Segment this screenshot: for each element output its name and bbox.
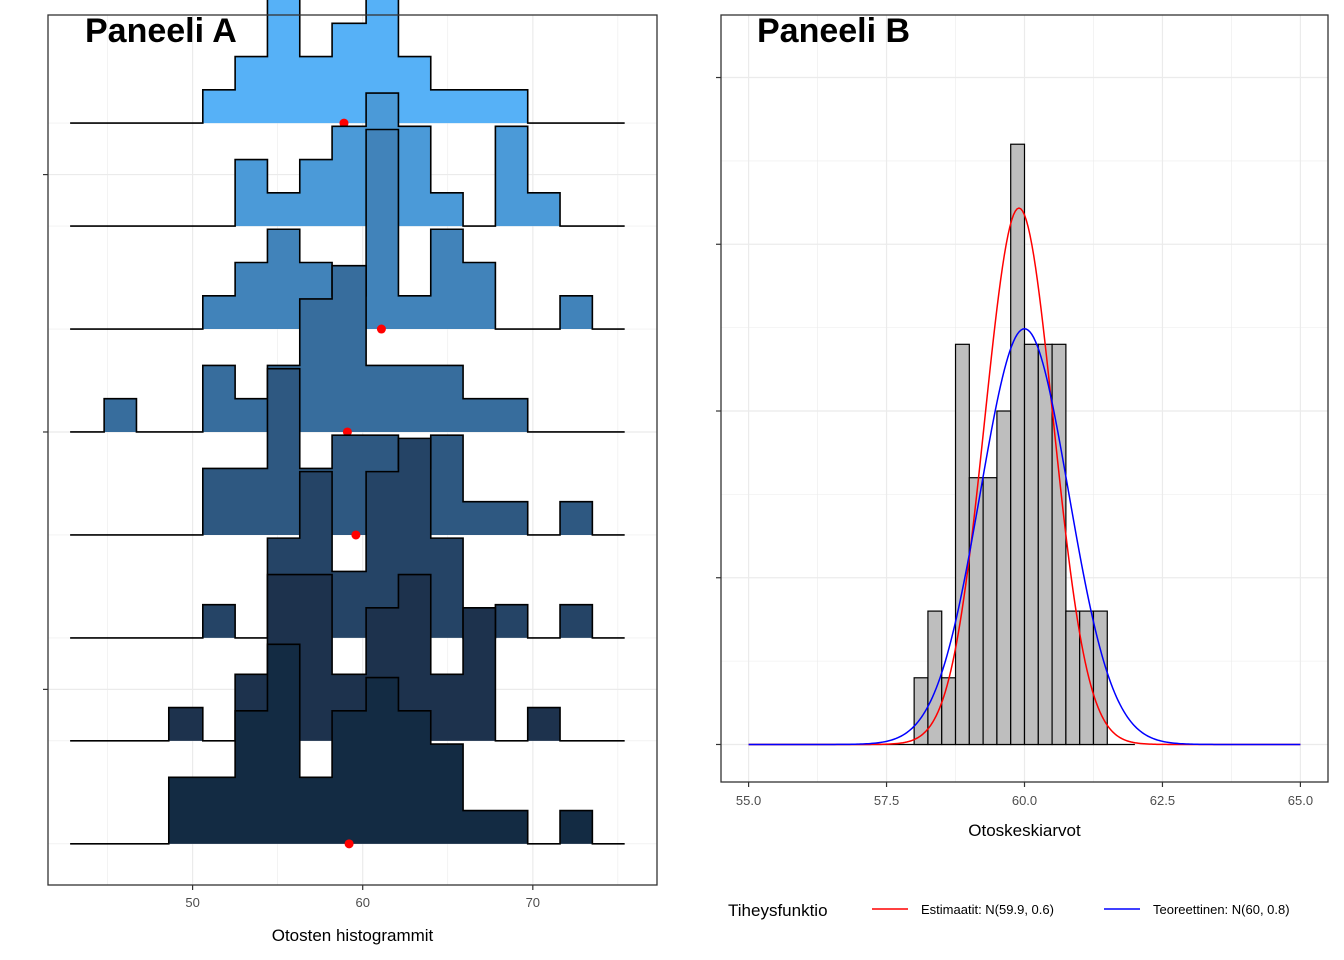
histogram-bar bbox=[996, 410, 1012, 746]
panel-b-x-tick-label: 65.0 bbox=[1288, 793, 1313, 808]
ridge-histogram-outline bbox=[70, 643, 625, 845]
panel-b-gridlines bbox=[721, 15, 1328, 782]
ridge-histogram-outline bbox=[70, 264, 625, 433]
ridge-sample-8 bbox=[70, 643, 625, 849]
panel-b-density-curves bbox=[748, 207, 1301, 746]
histogram-bar bbox=[1023, 343, 1039, 746]
sample-mean-point bbox=[376, 324, 386, 334]
panel-b-histogram bbox=[748, 143, 1135, 746]
ridge-sample-3 bbox=[70, 128, 625, 334]
panel-b-x-tick-label: 57.5 bbox=[874, 793, 899, 808]
ridge-histogram-fill bbox=[104, 129, 593, 330]
ridge-sample-4 bbox=[70, 264, 625, 437]
panel-b-axes: 55.0 57.5 60.0 62.5 65.0 bbox=[716, 76, 1313, 808]
panel-a-axes: 50 60 70 bbox=[43, 173, 540, 910]
ridge-sample-1 bbox=[70, 0, 625, 128]
histogram-bar bbox=[954, 343, 970, 746]
panel-a-ridges bbox=[70, 0, 625, 849]
histogram-bar bbox=[1051, 343, 1067, 746]
histogram-bar bbox=[1092, 610, 1108, 746]
ridge-histogram-outline bbox=[70, 367, 625, 536]
histogram-bar bbox=[1079, 610, 1095, 746]
panel-b-title: Paneeli B bbox=[757, 12, 910, 50]
panel-b: 55.0 57.5 60.0 62.5 65.0 Otoskeskiarvot Pane… bbox=[716, 12, 1329, 920]
panel-a-x-axis-title: Otosten histogrammit bbox=[272, 926, 434, 945]
ridge-histogram-outline bbox=[70, 92, 625, 227]
ridge-histogram-outline bbox=[70, 0, 625, 124]
histogram-bar bbox=[1037, 343, 1053, 746]
histogram-bar bbox=[1010, 143, 1026, 746]
ridge-sample-5 bbox=[70, 367, 625, 540]
ridge-histogram-fill bbox=[104, 574, 593, 741]
panel-a-x-tick-label: 50 bbox=[185, 895, 199, 910]
ridge-histogram-fill bbox=[104, 368, 593, 535]
panel-b-x-axis-title: Otoskeskiarvot bbox=[968, 821, 1081, 840]
sample-mean-point bbox=[339, 118, 349, 128]
panel-a: 50 60 70 Otosten histogrammit Paneeli A bbox=[43, 0, 658, 945]
histogram-bar bbox=[941, 677, 957, 746]
sample-mean-point bbox=[342, 427, 352, 437]
sample-mean-point bbox=[344, 839, 354, 849]
legend-entry-label: Estimaatit: N(59.9, 0.6) bbox=[921, 902, 1054, 917]
ridge-histogram-outline bbox=[70, 573, 625, 742]
ridge-histogram-fill bbox=[104, 644, 593, 844]
ridge-histogram-fill bbox=[104, 0, 593, 124]
panel-b-x-tick-label: 60.0 bbox=[1012, 793, 1037, 808]
ridge-histogram-fill bbox=[104, 93, 593, 227]
panel-b-x-tick-label: 55.0 bbox=[736, 793, 761, 808]
panel-a-frame bbox=[47, 14, 658, 886]
ridge-histogram-outline bbox=[70, 128, 625, 330]
ridge-histogram-fill bbox=[104, 438, 593, 638]
panel-b-legend: Tiheysfunktio Estimaatit: N(59.9, 0.6) Te… bbox=[728, 901, 1290, 920]
theoretical-density-curve bbox=[748, 327, 1301, 746]
panel-a-x-tick-label: 60 bbox=[355, 895, 369, 910]
legend-entry-label: Teoreettinen: N(60, 0.8) bbox=[1153, 902, 1290, 917]
sample-mean-point bbox=[351, 530, 361, 540]
panel-b-x-tick-label: 62.5 bbox=[1150, 793, 1175, 808]
histogram-bar bbox=[982, 477, 998, 746]
ridge-histogram-fill bbox=[104, 265, 593, 432]
panel-a-x-tick-label: 70 bbox=[526, 895, 540, 910]
legend-title: Tiheysfunktio bbox=[728, 901, 828, 920]
ridge-histogram-outline bbox=[70, 437, 625, 639]
histogram-bar bbox=[1065, 610, 1081, 746]
panel-a-title: Paneeli A bbox=[85, 12, 237, 50]
